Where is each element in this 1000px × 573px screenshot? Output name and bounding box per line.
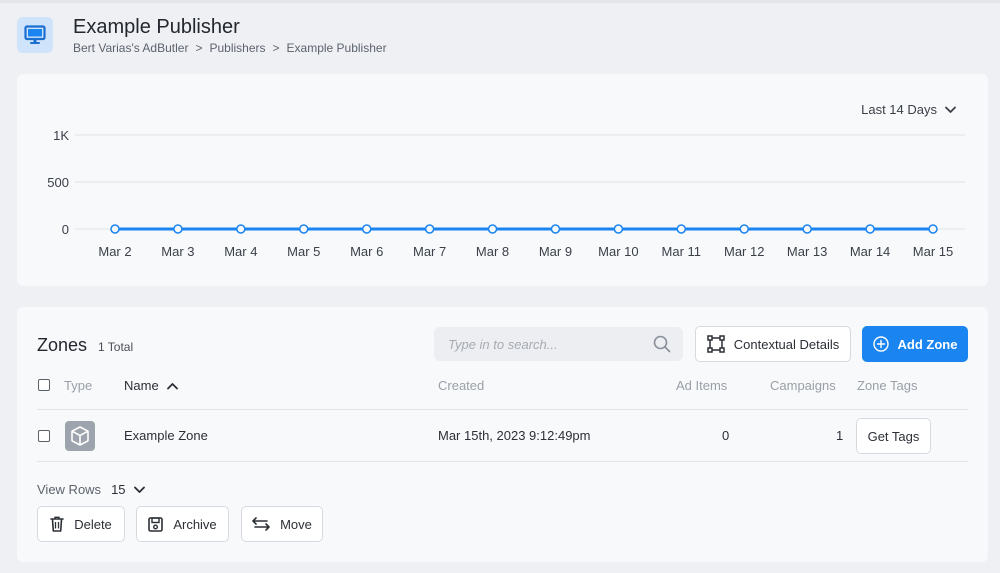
zones-heading: Zones <box>37 335 88 355</box>
chevron-up-icon <box>166 382 178 389</box>
breadcrumb-current: Example Publisher <box>286 41 387 55</box>
zone-created: Mar 15th, 2023 9:12:49pm <box>438 428 591 443</box>
breadcrumb-account[interactable]: Bert Varias's AdButler <box>73 41 189 55</box>
x-tick-label: Mar 14 <box>850 244 890 259</box>
chevron-down-icon <box>945 106 956 113</box>
col-name[interactable]: Name <box>124 378 178 393</box>
archive-button[interactable]: Archive <box>136 506 229 542</box>
view-rows-dropdown[interactable]: 15 <box>111 482 145 497</box>
zones-total-count: 1 Total <box>98 340 134 354</box>
view-rows-label: View Rows <box>37 482 102 497</box>
y-tick-label: 1K <box>53 128 69 143</box>
swap-arrows-icon <box>252 517 270 531</box>
x-tick-label: Mar 4 <box>224 244 257 259</box>
col-type[interactable]: Type <box>64 378 93 393</box>
x-tick-label: Mar 7 <box>413 244 446 259</box>
row-checkbox[interactable] <box>38 430 50 442</box>
data-point[interactable] <box>676 224 687 234</box>
date-range-label: Last 14 Days <box>861 102 937 117</box>
col-ad-items[interactable]: Ad Items <box>676 378 728 393</box>
zone-search <box>434 327 683 361</box>
trash-icon <box>50 516 65 532</box>
zone-campaigns: 1 <box>836 428 844 443</box>
x-tick-label: Mar 3 <box>161 244 194 259</box>
archive-label: Archive <box>173 516 217 532</box>
select-all-checkbox[interactable] <box>38 379 50 391</box>
data-point[interactable] <box>487 224 498 234</box>
save-icon <box>148 516 164 532</box>
search-icon[interactable] <box>653 335 671 353</box>
breadcrumb: Bert Varias's AdButler > Publishers > Ex… <box>73 41 387 55</box>
plus-circle-icon <box>872 336 889 352</box>
top-divider <box>0 0 1000 3</box>
get-tags-button[interactable]: Get Tags <box>856 418 931 454</box>
data-point[interactable] <box>299 224 309 234</box>
publisher-monitor-icon <box>17 17 53 53</box>
col-name-label: Name <box>124 378 159 393</box>
data-point[interactable] <box>361 224 372 234</box>
x-tick-label: Mar 6 <box>350 244 383 259</box>
stats-chart-card: Last 14 Days 0 500 1K Mar 2 Mar 3 Mar 4 Mar 5 M… <box>17 74 988 286</box>
zone-cube-icon <box>65 421 95 451</box>
breadcrumb-publishers[interactable]: Publishers <box>209 41 266 55</box>
x-tick-label: Mar 2 <box>98 244 131 259</box>
page-header: Example Publisher Bert Varias's AdButler… <box>0 0 1000 70</box>
y-tick-label: 500 <box>47 175 69 190</box>
zones-card: Zones 1 Total Contextual Details Add Zon… <box>17 307 988 562</box>
x-tick-label: Mar 11 <box>662 244 702 259</box>
get-tags-label: Get Tags <box>867 428 920 444</box>
data-point[interactable] <box>424 224 435 234</box>
x-tick-label: Mar 12 <box>724 244 764 259</box>
view-rows-control: View Rows 15 <box>37 482 145 497</box>
data-point[interactable] <box>739 224 749 234</box>
delete-button[interactable]: Delete <box>37 506 125 542</box>
data-point[interactable] <box>613 224 624 234</box>
bounding-box-icon <box>707 335 725 353</box>
data-point[interactable] <box>865 224 875 234</box>
data-point[interactable] <box>173 224 183 234</box>
breadcrumb-separator: > <box>195 41 203 55</box>
zone-search-input[interactable] <box>434 327 634 361</box>
x-tick-label: Mar 9 <box>539 244 572 259</box>
page-title: Example Publisher <box>73 16 240 38</box>
x-tick-label: Mar 15 <box>913 244 953 259</box>
x-tick-label: Mar 13 <box>787 244 827 259</box>
view-rows-value: 15 <box>111 482 126 497</box>
col-zone-tags: Zone Tags <box>857 378 918 393</box>
data-point[interactable] <box>236 224 246 234</box>
data-point[interactable] <box>110 224 120 234</box>
add-zone-button[interactable]: Add Zone <box>862 326 968 362</box>
col-campaigns[interactable]: Campaigns <box>770 378 836 393</box>
date-range-dropdown[interactable]: Last 14 Days <box>861 102 956 117</box>
chevron-down-icon <box>133 486 145 493</box>
contextual-details-button[interactable]: Contextual Details <box>695 326 851 362</box>
contextual-details-label: Contextual Details <box>733 336 840 352</box>
zones-table-header: Type Name Created Ad Items Campaigns Zon… <box>37 377 968 410</box>
add-zone-label: Add Zone <box>897 336 958 352</box>
zone-ad-items: 0 <box>722 428 730 443</box>
line-chart: 0 500 1K Mar 2 Mar 3 Mar 4 Mar 5 Mar 6 Mar 7 Mar … <box>47 128 965 259</box>
x-tick-label: Mar 8 <box>476 244 509 259</box>
zone-name-link[interactable]: Example Zone <box>124 428 208 443</box>
delete-label: Delete <box>74 516 112 532</box>
breadcrumb-separator: > <box>272 41 280 55</box>
data-point[interactable] <box>928 224 938 234</box>
table-row[interactable]: Example Zone Mar 15th, 2023 9:12:49pm 0 … <box>37 410 968 462</box>
move-label: Move <box>280 516 312 532</box>
col-created[interactable]: Created <box>438 378 485 393</box>
move-button[interactable]: Move <box>241 506 323 542</box>
x-tick-label: Mar 5 <box>287 244 320 259</box>
y-tick-label: 0 <box>62 222 69 237</box>
data-point[interactable] <box>550 224 561 234</box>
x-tick-label: Mar 10 <box>598 244 638 259</box>
data-point[interactable] <box>802 224 812 234</box>
